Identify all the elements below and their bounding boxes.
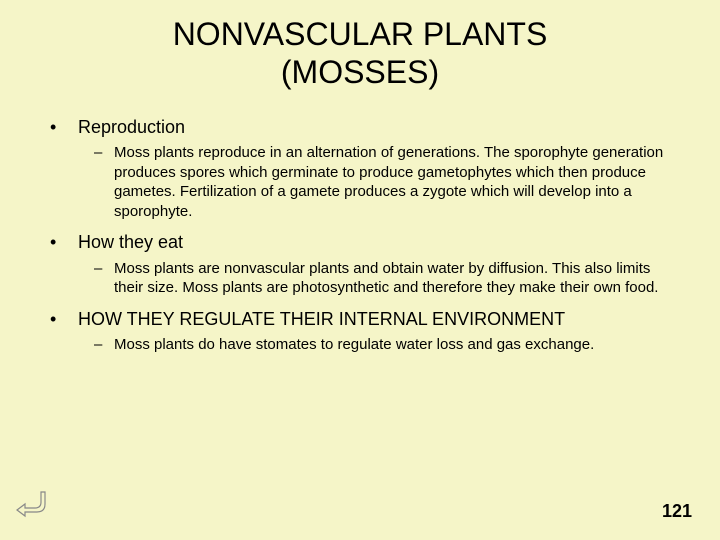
- bullet-marker: •: [50, 116, 78, 139]
- slide-title: NONVASCULAR PLANTS (MOSSES): [30, 15, 690, 92]
- bullet-heading: HOW THEY REGULATE THEIR INTERNAL ENVIRON…: [78, 308, 670, 331]
- dash-marker: –: [94, 259, 114, 298]
- bullet-heading: How they eat: [78, 231, 670, 254]
- sub-text: Moss plants are nonvascular plants and o…: [114, 259, 670, 298]
- dash-marker: –: [94, 143, 114, 221]
- dash-marker: –: [94, 335, 114, 355]
- page-number: 121: [662, 501, 692, 522]
- bullet-marker: •: [50, 231, 78, 254]
- sub-bullet-regulate-environment: – Moss plants do have stomates to regula…: [94, 335, 670, 355]
- bullet-how-they-eat: • How they eat: [50, 231, 670, 254]
- bullet-regulate-environment: • HOW THEY REGULATE THEIR INTERNAL ENVIR…: [50, 308, 670, 331]
- bullet-heading: Reproduction: [78, 116, 670, 139]
- sub-bullet-how-they-eat: – Moss plants are nonvascular plants and…: [94, 259, 670, 298]
- bullet-reproduction: • Reproduction: [50, 116, 670, 139]
- bullet-marker: •: [50, 308, 78, 331]
- title-line-2: (MOSSES): [281, 54, 439, 90]
- slide-content: • Reproduction – Moss plants reproduce i…: [30, 116, 690, 355]
- sub-bullet-reproduction: – Moss plants reproduce in an alternatio…: [94, 143, 670, 221]
- sub-text: Moss plants reproduce in an alternation …: [114, 143, 670, 221]
- back-return-icon[interactable]: [15, 484, 51, 520]
- title-line-1: NONVASCULAR PLANTS: [173, 16, 548, 52]
- sub-text: Moss plants do have stomates to regulate…: [114, 335, 670, 355]
